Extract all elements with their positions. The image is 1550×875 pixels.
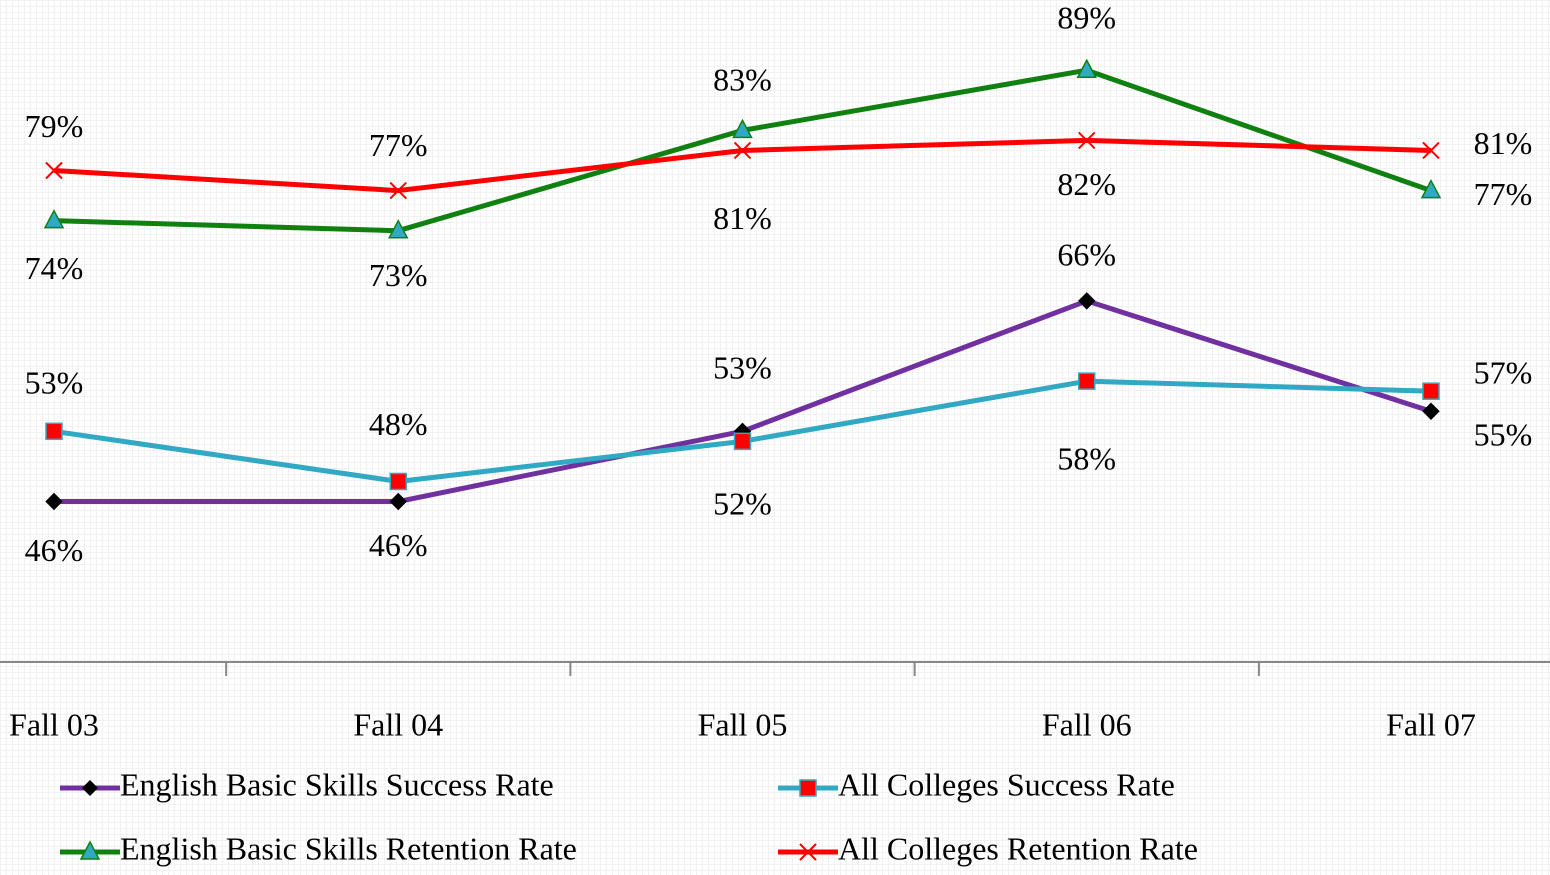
data-label: 79%: [25, 108, 84, 144]
legend-label: English Basic Skills Retention Rate: [120, 830, 577, 866]
point-marker: [1076, 58, 1097, 78]
point-marker: [1420, 178, 1442, 199]
x-tick-label: Fall 07: [1386, 706, 1476, 742]
data-label: 55%: [1474, 417, 1533, 453]
x-tick-label: Fall 03: [9, 706, 99, 742]
x-tick-label: Fall 06: [1042, 706, 1132, 742]
data-label: 48%: [369, 406, 428, 442]
legend-marker: [799, 779, 817, 797]
data-label: 77%: [1474, 176, 1533, 212]
point-marker: [388, 219, 409, 239]
legend-label: English Basic Skills Success Rate: [120, 766, 554, 802]
data-label: 53%: [25, 365, 84, 401]
data-label: 57%: [1474, 355, 1533, 391]
point-marker: [732, 118, 753, 139]
point-marker: [45, 422, 63, 441]
data-label: 52%: [713, 486, 772, 522]
point-marker: [1422, 382, 1440, 400]
data-label: 46%: [25, 532, 84, 568]
point-marker: [1422, 141, 1440, 160]
point-marker: [389, 492, 407, 511]
series-line: [53, 137, 1432, 194]
point-marker: [1078, 292, 1096, 310]
point-marker: [1422, 402, 1440, 420]
data-label: 66%: [1057, 236, 1116, 272]
data-label: 73%: [369, 257, 428, 293]
series-line: [54, 298, 1432, 505]
point-marker: [45, 492, 63, 511]
point-marker: [45, 161, 63, 180]
data-label: 77%: [369, 127, 428, 163]
point-marker: [389, 181, 407, 200]
legend-label: All Colleges Retention Rate: [838, 830, 1198, 866]
data-label: 53%: [713, 350, 772, 386]
point-marker: [1078, 372, 1096, 390]
data-label: 58%: [1057, 440, 1116, 476]
point-marker: [1078, 131, 1096, 150]
legend-label: All Colleges Success Rate: [838, 766, 1175, 802]
point-marker: [733, 141, 752, 160]
data-label: 46%: [369, 527, 428, 563]
x-tick-label: Fall 04: [353, 706, 443, 742]
legend-marker: [82, 780, 98, 796]
data-label: 83%: [713, 62, 772, 98]
legend-marker: [799, 843, 817, 861]
data-label: 81%: [1474, 125, 1533, 161]
data-label: 82%: [1057, 166, 1116, 202]
legend-marker: [79, 840, 101, 860]
x-tick-label: Fall 05: [698, 706, 788, 742]
point-marker: [43, 209, 65, 229]
data-label: 89%: [1057, 0, 1116, 36]
data-label: 74%: [25, 250, 84, 286]
data-label: 81%: [713, 200, 772, 236]
point-marker: [733, 432, 752, 451]
point-marker: [389, 472, 407, 491]
